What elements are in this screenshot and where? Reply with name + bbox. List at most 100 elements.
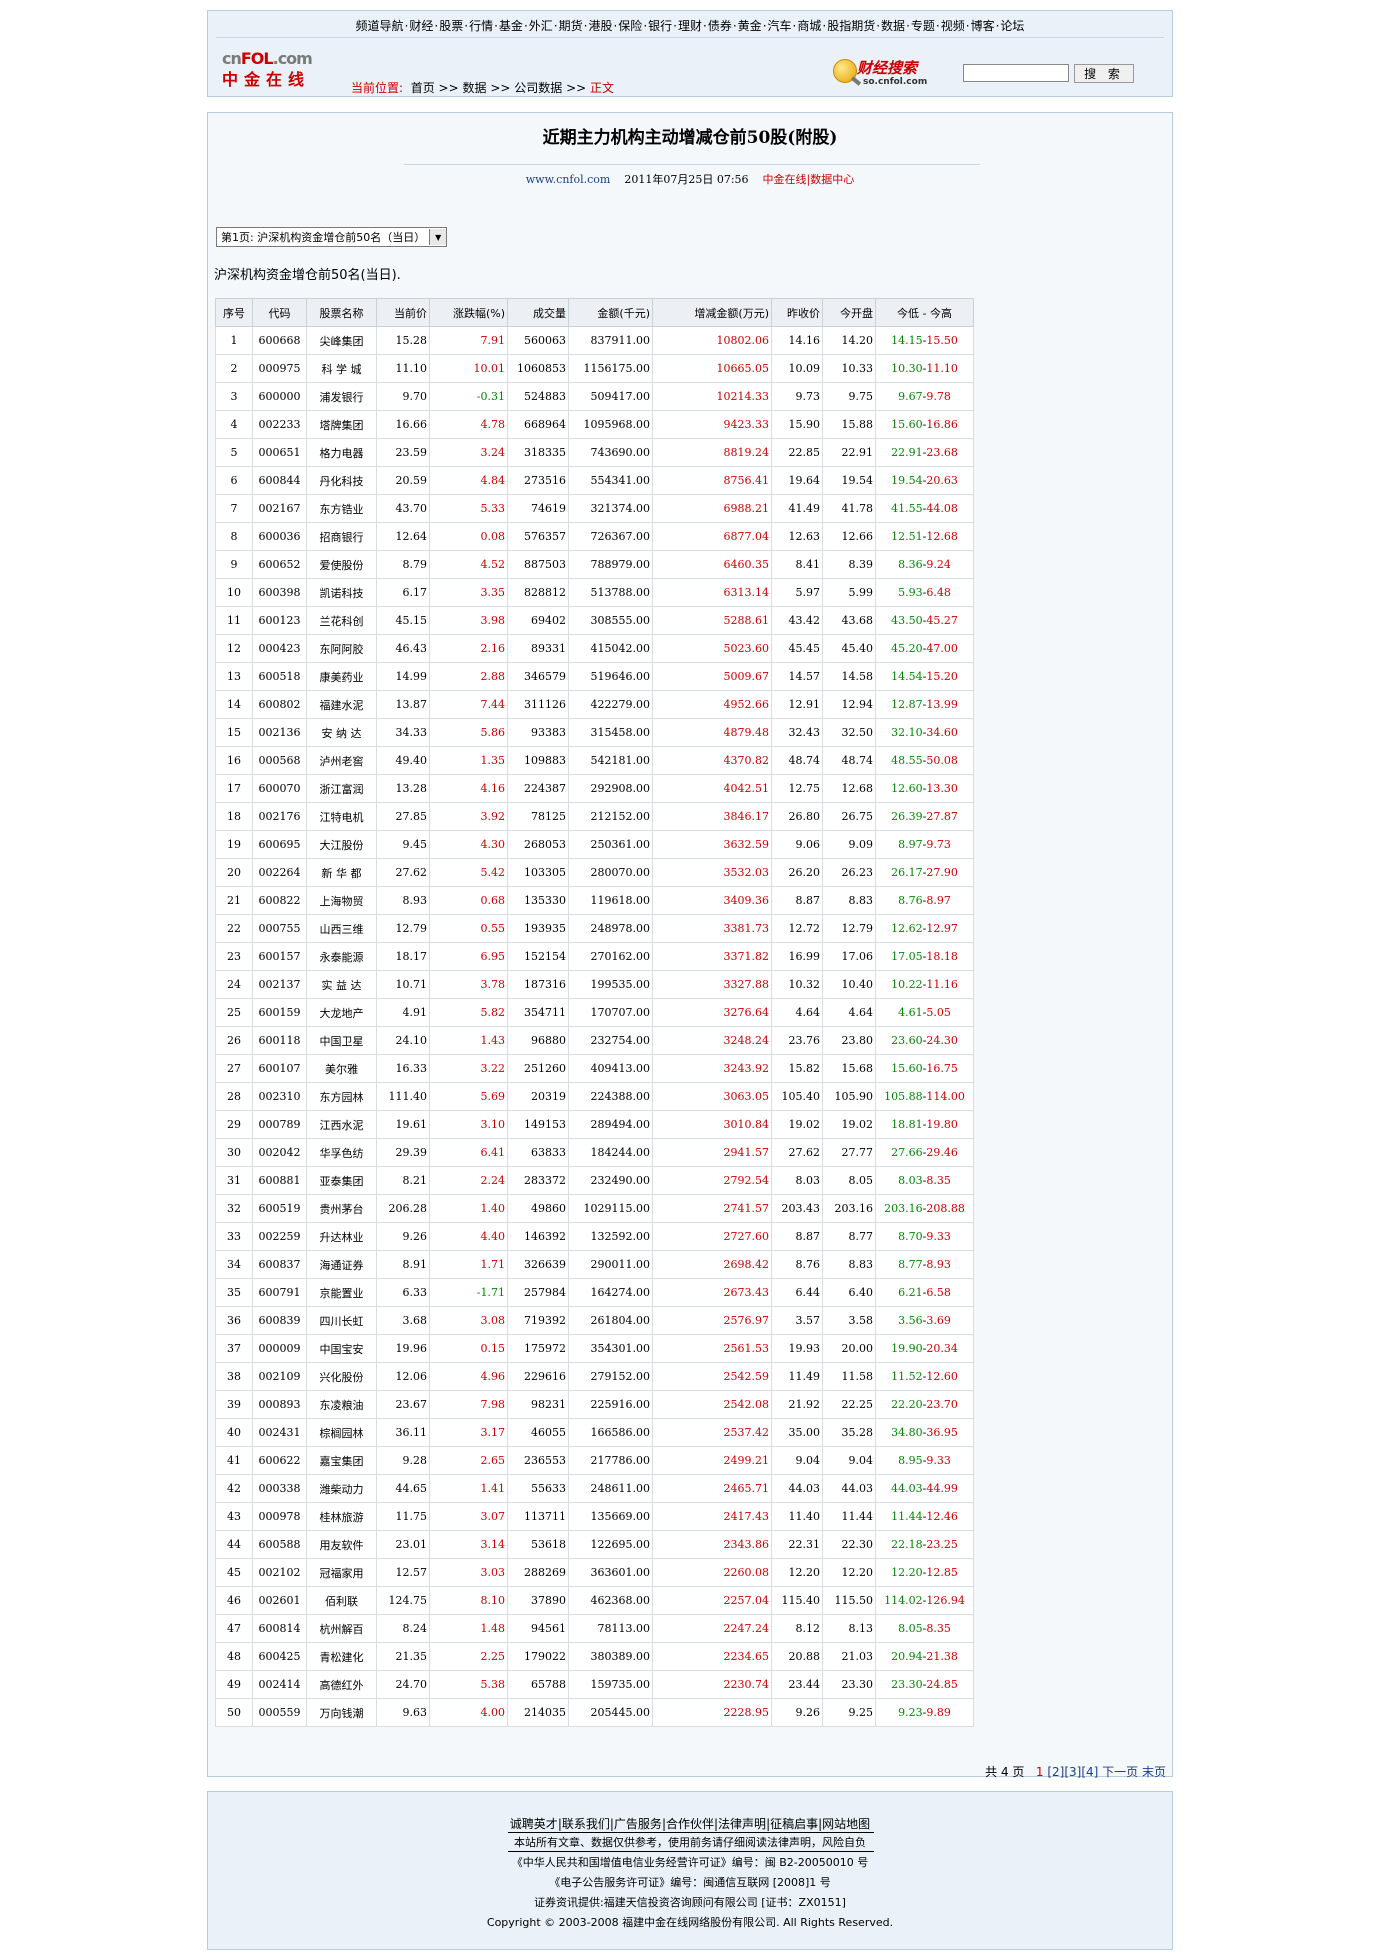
nav-link[interactable]: 股指期货 bbox=[827, 19, 876, 33]
cell-code[interactable]: 002137 bbox=[252, 970, 307, 999]
cell-name[interactable]: 美尔雅 bbox=[306, 1054, 377, 1083]
cell-code[interactable]: 000651 bbox=[252, 438, 307, 467]
nav-link[interactable]: 财经 bbox=[409, 19, 434, 33]
cell-name[interactable]: 海通证券 bbox=[306, 1250, 377, 1279]
cell-code[interactable]: 002310 bbox=[252, 1082, 307, 1111]
nav-link[interactable]: 基金 bbox=[498, 19, 523, 33]
nav-link[interactable]: 视频 bbox=[940, 19, 965, 33]
nav-link[interactable]: 论坛 bbox=[1000, 19, 1025, 33]
cell-code[interactable]: 002176 bbox=[252, 802, 307, 831]
cell-name[interactable]: 万向钱潮 bbox=[306, 1698, 377, 1727]
cell-code[interactable]: 000009 bbox=[252, 1334, 307, 1363]
cell-code[interactable]: 000423 bbox=[252, 634, 307, 663]
cell-name[interactable]: 东凌粮油 bbox=[306, 1390, 377, 1419]
page-link-3[interactable]: [3] bbox=[1064, 1765, 1082, 1779]
cell-name[interactable]: 安 纳 达 bbox=[306, 718, 377, 747]
nav-link[interactable]: 商城 bbox=[797, 19, 822, 33]
cell-name[interactable]: 杭州解百 bbox=[306, 1614, 377, 1643]
footer-link[interactable]: 广告服务 bbox=[613, 1817, 662, 1831]
nav-link[interactable]: 专题 bbox=[910, 19, 935, 33]
footer-link[interactable]: 网站地图 bbox=[822, 1817, 871, 1831]
cell-code[interactable]: 600668 bbox=[252, 326, 307, 355]
cell-code[interactable]: 000755 bbox=[252, 914, 307, 943]
cell-code[interactable]: 002414 bbox=[252, 1670, 307, 1699]
cell-code[interactable]: 002109 bbox=[252, 1362, 307, 1391]
cell-code[interactable]: 600622 bbox=[252, 1446, 307, 1475]
cell-name[interactable]: 新 华 都 bbox=[306, 858, 377, 887]
cell-name[interactable]: 山西三维 bbox=[306, 914, 377, 943]
cnfol-logo[interactable]: cnFOL.com 中金在线 bbox=[222, 49, 332, 95]
cell-name[interactable]: 爱使股份 bbox=[306, 550, 377, 579]
cell-code[interactable]: 600839 bbox=[252, 1306, 307, 1335]
cell-name[interactable]: 江特电机 bbox=[306, 802, 377, 831]
nav-link[interactable]: 期货 bbox=[558, 19, 583, 33]
search-input[interactable] bbox=[963, 64, 1069, 82]
cell-code[interactable]: 600695 bbox=[252, 830, 307, 859]
nav-link[interactable]: 汽车 bbox=[767, 19, 792, 33]
footer-link[interactable]: 联系我们 bbox=[561, 1817, 610, 1831]
cell-name[interactable]: 福建水泥 bbox=[306, 690, 377, 719]
cell-code[interactable]: 000978 bbox=[252, 1502, 307, 1531]
cell-name[interactable]: 东方园林 bbox=[306, 1082, 377, 1111]
cell-name[interactable]: 棕榈园林 bbox=[306, 1418, 377, 1447]
cell-name[interactable]: 大龙地产 bbox=[306, 998, 377, 1027]
nav-link[interactable]: 行情 bbox=[469, 19, 494, 33]
cell-name[interactable]: 佰利联 bbox=[306, 1586, 377, 1615]
nav-link[interactable]: 债券 bbox=[707, 19, 732, 33]
nav-link[interactable]: 理财 bbox=[677, 19, 702, 33]
cell-name[interactable]: 贵州茅台 bbox=[306, 1194, 377, 1223]
cell-code[interactable]: 600123 bbox=[252, 606, 307, 635]
footer-link[interactable]: 法律声明 bbox=[718, 1817, 767, 1831]
cell-code[interactable]: 600519 bbox=[252, 1194, 307, 1223]
last-page-link[interactable]: 末页 bbox=[1141, 1765, 1166, 1779]
site-link[interactable]: www.cnfol.com bbox=[525, 173, 611, 186]
search-button[interactable]: 搜 索 bbox=[1074, 64, 1134, 83]
cell-code[interactable]: 600844 bbox=[252, 466, 307, 495]
cell-code[interactable]: 000568 bbox=[252, 746, 307, 775]
page-link-4[interactable]: [4] bbox=[1081, 1765, 1099, 1779]
cell-code[interactable]: 002102 bbox=[252, 1558, 307, 1587]
cell-code[interactable]: 600518 bbox=[252, 662, 307, 691]
nav-link[interactable]: 数据 bbox=[881, 19, 906, 33]
cell-code[interactable]: 600814 bbox=[252, 1614, 307, 1643]
cell-code[interactable]: 002264 bbox=[252, 858, 307, 887]
nav-link[interactable]: 博客 bbox=[970, 19, 995, 33]
cell-code[interactable]: 600107 bbox=[252, 1054, 307, 1083]
dropdown-arrow-icon[interactable]: ▼ bbox=[429, 229, 447, 245]
cell-code[interactable]: 600070 bbox=[252, 774, 307, 803]
nav-link[interactable]: 外汇 bbox=[528, 19, 553, 33]
next-page-link[interactable]: 下一页 bbox=[1102, 1765, 1139, 1779]
cell-code[interactable]: 000975 bbox=[252, 354, 307, 383]
finance-search-logo[interactable]: 财经搜索 so.cnfol.com bbox=[833, 55, 943, 93]
nav-link[interactable]: 频道导航 bbox=[355, 19, 404, 33]
cell-name[interactable]: 兴化股份 bbox=[306, 1362, 377, 1391]
breadcrumb-home[interactable]: 首页 bbox=[410, 81, 435, 95]
cell-code[interactable]: 600881 bbox=[252, 1166, 307, 1195]
footer-link[interactable]: 合作伙伴 bbox=[665, 1817, 714, 1831]
cell-code[interactable]: 002259 bbox=[252, 1222, 307, 1251]
cell-code[interactable]: 600118 bbox=[252, 1026, 307, 1055]
cell-code[interactable]: 600159 bbox=[252, 998, 307, 1027]
cell-code[interactable]: 002136 bbox=[252, 718, 307, 747]
cell-name[interactable]: 用友软件 bbox=[306, 1530, 377, 1559]
cell-code[interactable]: 000338 bbox=[252, 1474, 307, 1503]
cell-code[interactable]: 600425 bbox=[252, 1642, 307, 1671]
source-link[interactable]: 中金在线|数据中心 bbox=[762, 173, 855, 186]
cell-name[interactable]: 冠福家用 bbox=[306, 1558, 377, 1587]
cell-name[interactable]: 泸州老窖 bbox=[306, 746, 377, 775]
cell-code[interactable]: 600588 bbox=[252, 1530, 307, 1559]
cell-code[interactable]: 600652 bbox=[252, 550, 307, 579]
cell-name[interactable]: 华孚色纺 bbox=[306, 1138, 377, 1167]
footer-link[interactable]: 诚聘英才 bbox=[509, 1817, 558, 1831]
cell-name[interactable]: 青松建化 bbox=[306, 1642, 377, 1671]
cell-code[interactable]: 002233 bbox=[252, 410, 307, 439]
cell-name[interactable]: 东方锆业 bbox=[306, 494, 377, 523]
cell-code[interactable]: 600791 bbox=[252, 1278, 307, 1307]
cell-name[interactable]: 凯诺科技 bbox=[306, 578, 377, 607]
cell-name[interactable]: 高德红外 bbox=[306, 1670, 377, 1699]
cell-name[interactable]: 科 学 城 bbox=[306, 354, 377, 383]
cell-name[interactable]: 浙江富润 bbox=[306, 774, 377, 803]
nav-link[interactable]: 保险 bbox=[618, 19, 643, 33]
cell-name[interactable]: 大江股份 bbox=[306, 830, 377, 859]
cell-name[interactable]: 永泰能源 bbox=[306, 942, 377, 971]
